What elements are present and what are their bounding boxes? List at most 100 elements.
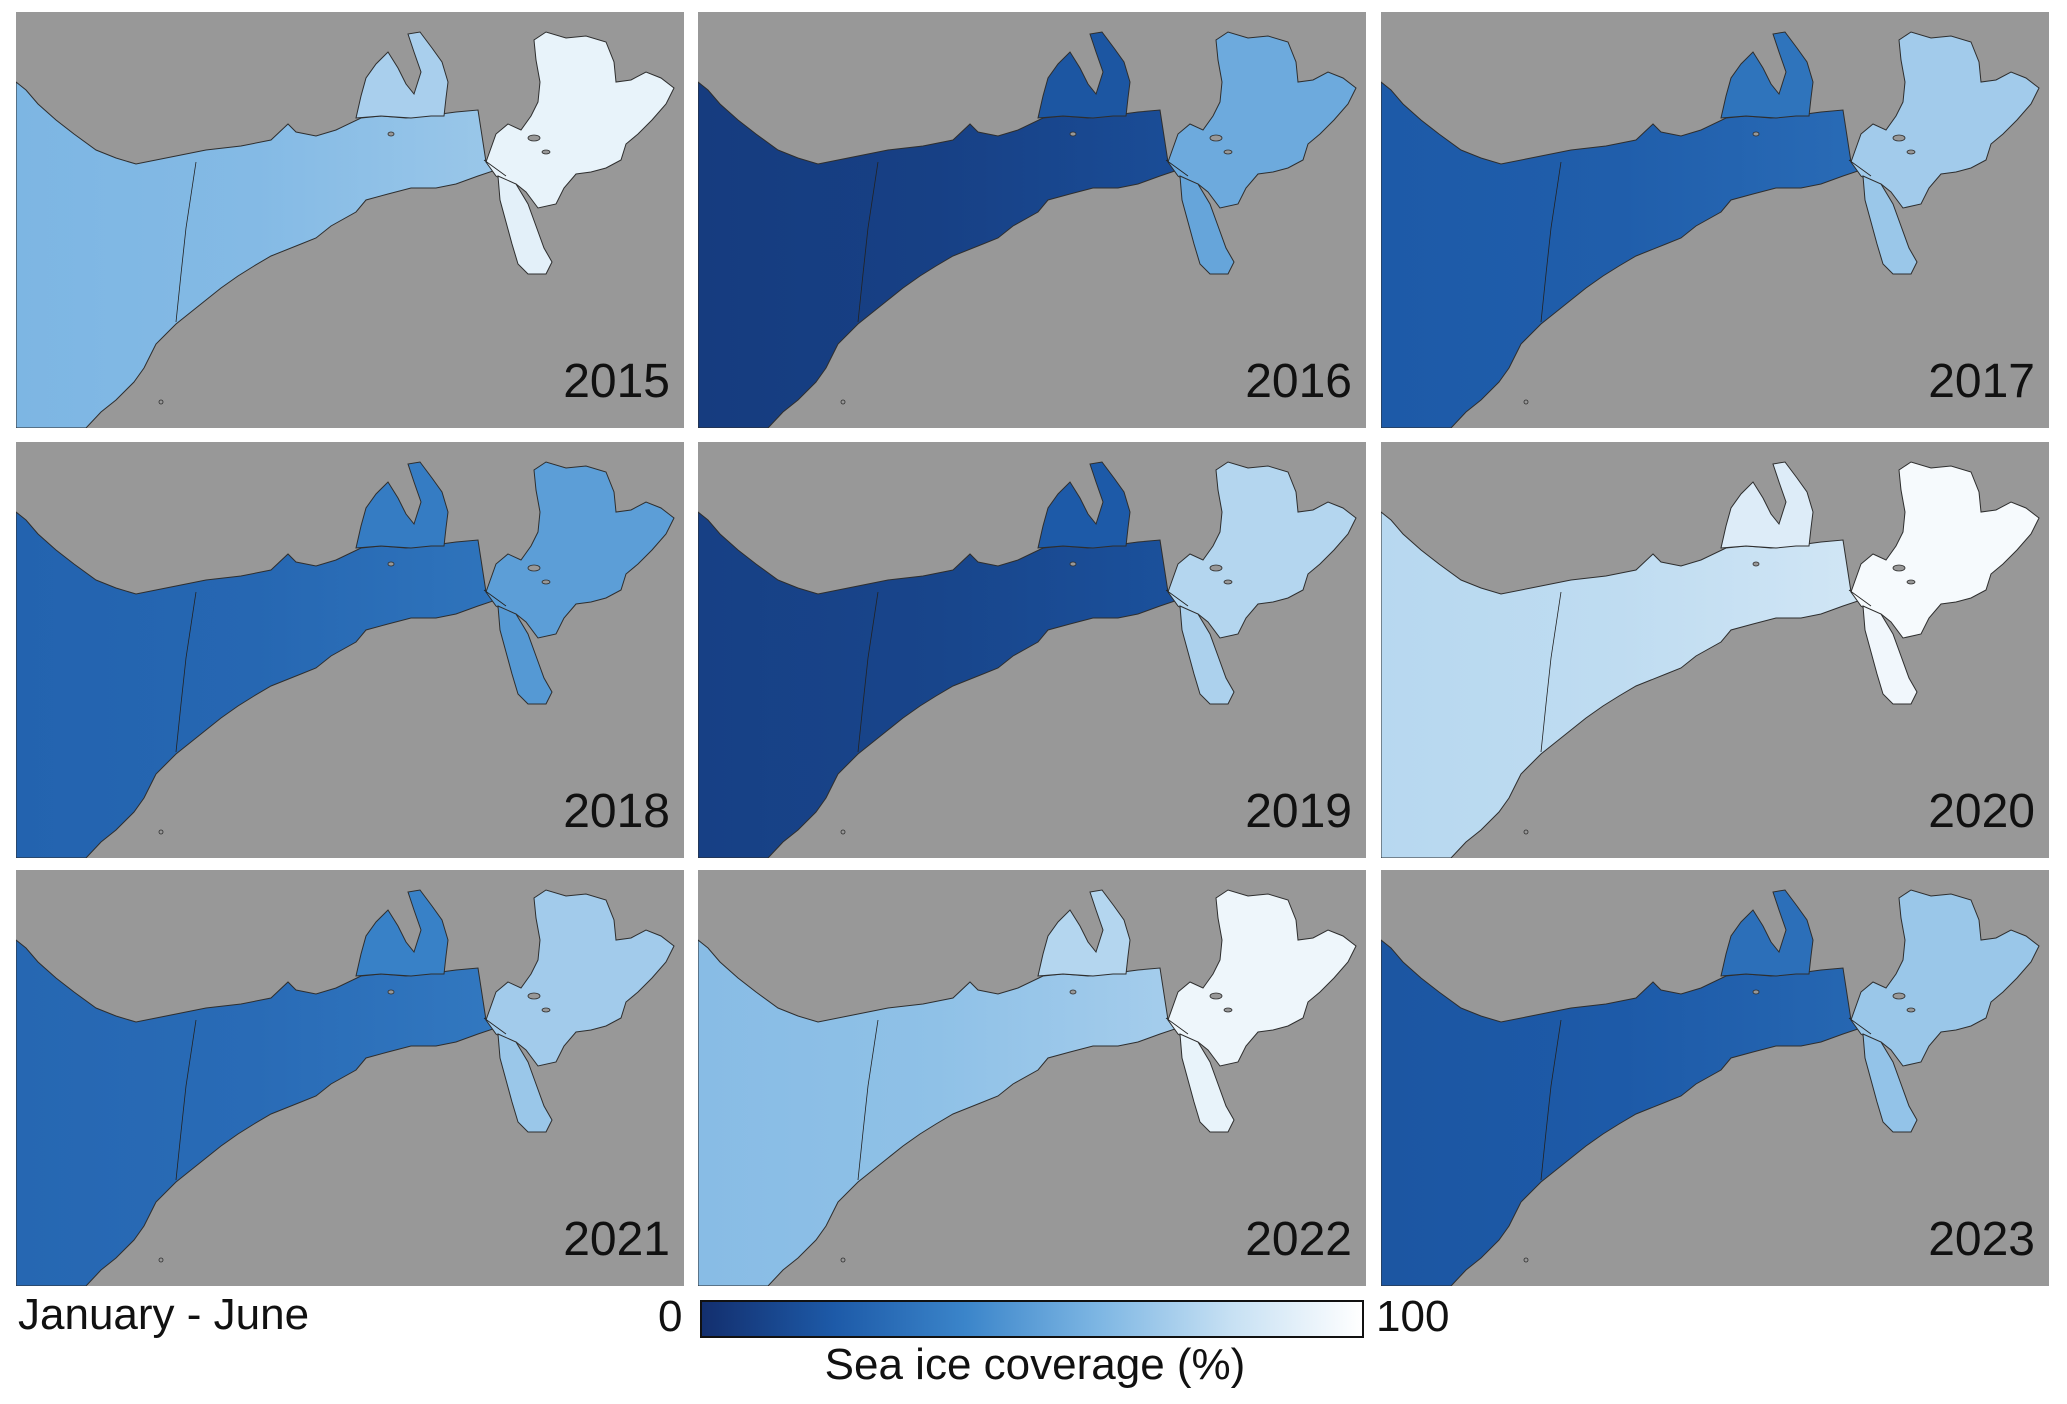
sea-south-inlet [1179, 605, 1235, 705]
island [1906, 579, 1916, 585]
island [1209, 992, 1223, 1000]
region-boundary-line [1848, 159, 1872, 177]
island [1069, 989, 1077, 995]
sea-east-basin [485, 889, 675, 1067]
region-boundary-line [483, 589, 507, 607]
colorbar [700, 1300, 1364, 1338]
region-boundary-line [1540, 1019, 1562, 1181]
colorbar-min-label: 0 [658, 1292, 683, 1341]
year-label: 2021 [563, 1213, 670, 1266]
year-label: 2017 [1928, 355, 2035, 408]
year-label: 2020 [1928, 785, 2035, 838]
region-boundary-line [857, 1019, 879, 1181]
island [527, 992, 541, 1000]
sea-ice-map [1381, 12, 2049, 428]
island [1069, 561, 1077, 567]
island [158, 399, 164, 405]
sea-south-inlet [1862, 1033, 1918, 1133]
region-boundary-line [1540, 591, 1562, 753]
region-boundary-line [1848, 589, 1872, 607]
sea-east-basin [1167, 31, 1357, 209]
colorbar-max-label: 100 [1376, 1292, 1450, 1341]
map-panel-2023: 2023 [1381, 870, 2049, 1286]
sea-inlet [1720, 461, 1814, 549]
island [387, 989, 395, 995]
sea-ice-map [1381, 442, 2049, 858]
sea-ice-map [16, 870, 684, 1286]
year-label: 2018 [563, 785, 670, 838]
sea-west [16, 511, 498, 858]
sea-east-basin [1850, 31, 2040, 209]
map-panel-2019: 2019 [698, 442, 1366, 858]
region-boundary-line [1165, 589, 1189, 607]
sea-west [698, 939, 1180, 1286]
year-label: 2022 [1245, 1213, 1352, 1266]
sea-east-basin [1167, 461, 1357, 639]
sea-south-inlet [1179, 1033, 1235, 1133]
island [1223, 1007, 1233, 1013]
map-panel-2022: 2022 [698, 870, 1366, 1286]
sea-inlet [1037, 461, 1131, 549]
region-boundary-line [1540, 161, 1562, 323]
region-boundary-line [1165, 159, 1189, 177]
sea-west [698, 81, 1180, 428]
sea-ice-map [1381, 870, 2049, 1286]
island [1223, 149, 1233, 155]
sea-west [1381, 81, 1863, 428]
island [1523, 399, 1529, 405]
island [1892, 134, 1906, 142]
island [1906, 1007, 1916, 1013]
map-panel-2017: 2017 [1381, 12, 2049, 428]
island [1209, 564, 1223, 572]
map-grid: 2015 2016 2017 2018 2019 2020 2021 2022 2023 [16, 12, 2049, 1286]
map-panel-2015: 2015 [16, 12, 684, 428]
island [1892, 564, 1906, 572]
region-boundary-line [175, 161, 197, 323]
region-boundary-line [1848, 1017, 1872, 1035]
colorbar-title: Sea ice coverage (%) [824, 1340, 1246, 1389]
sea-east-basin [485, 31, 675, 209]
island [387, 561, 395, 567]
region-boundary-line [483, 159, 507, 177]
sea-west [16, 939, 498, 1286]
island [158, 1257, 164, 1263]
sea-inlet [355, 461, 449, 549]
period-label: January - June [18, 1290, 310, 1339]
sea-inlet [1037, 889, 1131, 977]
island [1523, 829, 1529, 835]
sea-west [698, 511, 1180, 858]
sea-south-inlet [1862, 605, 1918, 705]
region-boundary-line [175, 1019, 197, 1181]
map-panel-2020: 2020 [1381, 442, 2049, 858]
region-boundary-line [857, 161, 879, 323]
sea-east-basin [1167, 889, 1357, 1067]
region-boundary-line [483, 1017, 507, 1035]
sea-inlet [1720, 889, 1814, 977]
region-boundary-line [1165, 1017, 1189, 1035]
year-label: 2023 [1928, 1213, 2035, 1266]
map-panel-2021: 2021 [16, 870, 684, 1286]
year-label: 2016 [1245, 355, 1352, 408]
island [1523, 1257, 1529, 1263]
sea-west [1381, 511, 1863, 858]
sea-west [1381, 939, 1863, 1286]
island [158, 829, 164, 835]
island [840, 829, 846, 835]
sea-south-inlet [1179, 175, 1235, 275]
sea-inlet [1037, 31, 1131, 119]
island [387, 131, 395, 137]
sea-ice-map [698, 442, 1366, 858]
sea-east-basin [1850, 461, 2040, 639]
year-label: 2015 [563, 355, 670, 408]
sea-south-inlet [497, 605, 553, 705]
island [1752, 131, 1760, 137]
sea-east-basin [485, 461, 675, 639]
sea-east-basin [1850, 889, 2040, 1067]
island [1069, 131, 1077, 137]
island [840, 1257, 846, 1263]
map-panel-2018: 2018 [16, 442, 684, 858]
sea-west [16, 81, 498, 428]
island [1892, 992, 1906, 1000]
island [541, 579, 551, 585]
sea-inlet [355, 31, 449, 119]
